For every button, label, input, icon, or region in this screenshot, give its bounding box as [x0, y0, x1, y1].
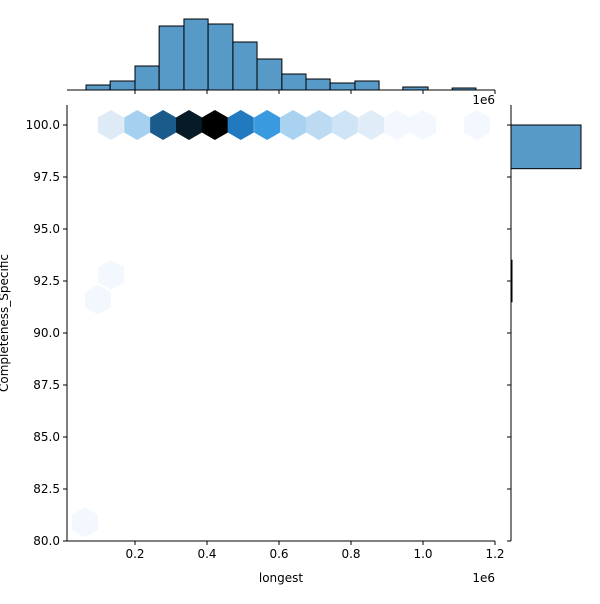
x-tick-label: 0.4 — [197, 547, 216, 561]
top-hist-bar — [134, 65, 160, 91]
hexbin-cell — [97, 110, 124, 140]
top-hist-bar — [85, 84, 111, 91]
y-tick-label: 100.0 — [26, 118, 60, 132]
y-tick-label: 95.0 — [33, 222, 60, 236]
hexbin-cell — [84, 284, 111, 315]
x-axis-ticks: 0.2 0.4 0.6 0.8 1.0 1.2 — [125, 541, 505, 561]
top-hist-bar — [256, 58, 283, 91]
x-tick-label: 0.2 — [125, 547, 144, 561]
hexbin-cell — [464, 110, 490, 140]
hexbin-cell — [201, 110, 228, 140]
hexbin-cell — [358, 110, 385, 140]
top-hist-bar — [109, 80, 136, 91]
y-tick-label: 97.5 — [33, 170, 60, 184]
y-axis-label: Completeness_Specific — [0, 254, 11, 392]
y-tick-label: 85.0 — [33, 430, 60, 444]
top-hist-ticks — [134, 90, 496, 94]
x-tick-label: 0.8 — [341, 547, 360, 561]
hexbin-cell — [97, 259, 124, 290]
y-axis-ticks: 80.0 82.5 85.0 87.5 90.0 92.5 95.0 97.5 100.0 — [26, 118, 67, 548]
top-hist-bar — [329, 82, 356, 91]
hexbin-cell — [176, 110, 202, 140]
hexbin-cell — [384, 110, 411, 140]
top-marginal-histogram — [85, 18, 477, 91]
hexbin-cells — [72, 110, 490, 538]
x-tick-label: 1.2 — [485, 547, 504, 561]
top-hist-bar — [281, 73, 307, 91]
x-axis-label: longest — [259, 571, 304, 585]
hexbin-cell — [280, 110, 306, 140]
x-tick-label: 1.0 — [413, 547, 432, 561]
hexbin-cell — [124, 110, 151, 140]
hexbin-cell — [150, 110, 177, 140]
hexbin-cell — [331, 110, 358, 140]
top-hist-bar — [232, 41, 258, 91]
y-tick-label: 80.0 — [33, 534, 60, 548]
y-tick-label: 92.5 — [33, 274, 60, 288]
hexbin-cell — [254, 110, 281, 140]
top-hist-bar — [305, 78, 331, 91]
y-tick-label: 82.5 — [33, 482, 60, 496]
top-hist-bar — [354, 80, 380, 91]
hexbin-cell — [227, 110, 254, 140]
y-tick-label: 87.5 — [33, 378, 60, 392]
y-tick-label: 90.0 — [33, 326, 60, 340]
hexbin-cell — [306, 110, 332, 140]
top-offset-label: 1e6 — [472, 93, 495, 107]
right-marginal-histogram — [510, 124, 582, 303]
top-hist-bar — [183, 18, 209, 91]
hexbin-cell — [72, 507, 98, 538]
top-hist-bar — [207, 23, 234, 91]
x-offset-label: 1e6 — [472, 571, 495, 585]
hexbin-cell — [410, 110, 436, 140]
right-hist-ticks — [507, 124, 511, 542]
right-hist-bar — [510, 124, 582, 170]
top-hist-bar — [158, 25, 185, 91]
x-tick-label: 0.6 — [269, 547, 288, 561]
